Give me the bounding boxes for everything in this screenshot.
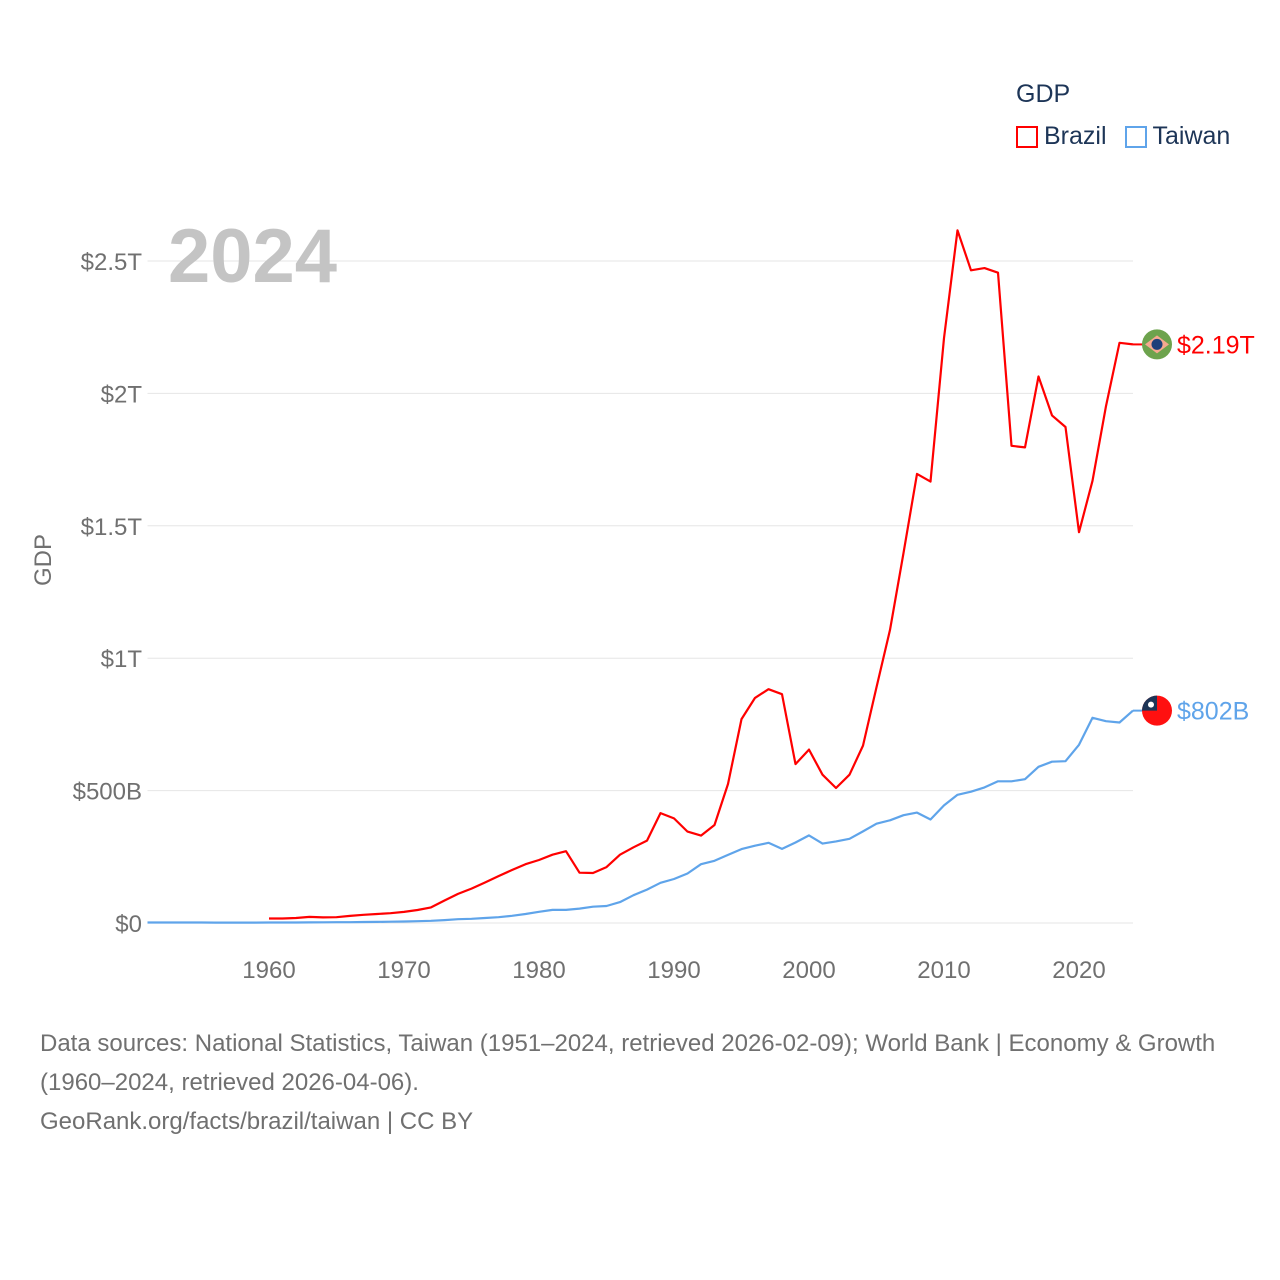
y-tick-label: $1.5T: [81, 514, 143, 541]
legend-item-taiwan[interactable]: Taiwan: [1124, 122, 1231, 151]
year-watermark: 2024: [168, 214, 337, 299]
legend-label: Brazil: [1044, 122, 1107, 150]
flag-sun: [1148, 701, 1154, 708]
taiwan-end-label: $802B: [1177, 698, 1249, 726]
end-labels: $2.19T $802B: [1133, 329, 1255, 726]
y-tick-label: $0: [115, 911, 142, 938]
data-source-note: Data sources: National Statistics, Taiwa…: [40, 1024, 1240, 1141]
taiwan-flag-icon: [1142, 695, 1172, 726]
x-axis-ticks: 1960 1970 1980 1990 2000 2010 2020: [242, 957, 1105, 984]
legend-label: Taiwan: [1152, 122, 1231, 150]
x-tick-label: 1990: [647, 957, 700, 984]
legend-item-brazil[interactable]: Brazil: [1016, 122, 1107, 151]
gridlines: [147, 260, 1133, 924]
y-tick-label: $500B: [73, 779, 142, 806]
x-tick-label: 1970: [377, 957, 430, 984]
brazil-swatch: [1016, 125, 1038, 148]
taiwan-line: [147, 709, 1134, 924]
y-tick-label: $1T: [101, 646, 143, 673]
y-tick-label: $2.5T: [81, 249, 143, 276]
series-lines: [147, 229, 1134, 924]
brazil-line: [269, 229, 1134, 920]
x-tick-label: 2000: [782, 957, 835, 984]
x-tick-label: 1960: [242, 957, 295, 984]
legend: Brazil Taiwan: [1016, 122, 1230, 151]
y-axis-ticks: $0 $500B $1T $1.5T $2T $2.5T: [73, 249, 143, 938]
y-axis-label: GDP: [30, 534, 57, 586]
source-link[interactable]: GeoRank.org/facts/brazil/taiwan | CC BY: [40, 1108, 474, 1135]
y-tick-label: $2T: [101, 381, 143, 408]
legend-title: GDP: [1016, 80, 1071, 108]
x-tick-label: 2010: [917, 957, 970, 984]
x-tick-label: 2020: [1052, 957, 1105, 984]
brazil-flag-icon: [1142, 329, 1172, 360]
x-tick-label: 1980: [512, 957, 565, 984]
source-text: Data sources: National Statistics, Taiwa…: [40, 1030, 1216, 1096]
brazil-end-label: $2.19T: [1177, 331, 1255, 359]
taiwan-swatch: [1124, 125, 1147, 148]
flag-globe: [1151, 338, 1163, 350]
